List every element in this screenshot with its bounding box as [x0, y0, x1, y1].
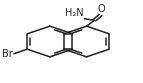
Text: O: O	[97, 4, 105, 14]
Text: H₂N: H₂N	[65, 8, 84, 18]
Text: Br: Br	[2, 49, 13, 59]
